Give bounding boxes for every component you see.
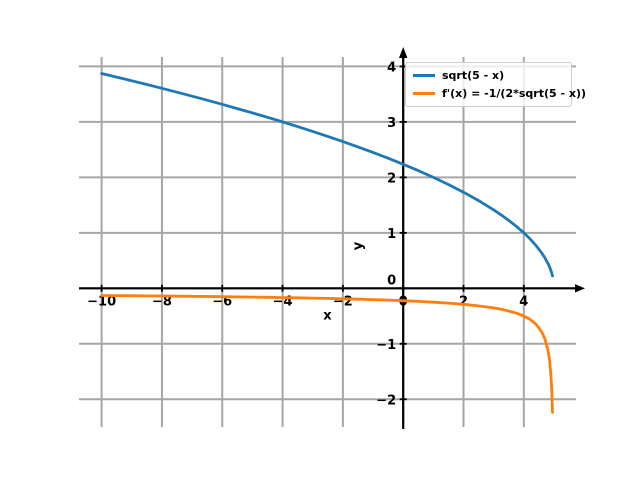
y-tick-label: 0 — [387, 273, 396, 288]
y-tick-label: 3 — [387, 116, 396, 131]
y-tick-label: −1 — [376, 338, 396, 353]
y-axis-arrow — [398, 47, 408, 58]
legend-line-sample-derivative — [413, 92, 435, 95]
x-axis-arrow — [575, 284, 585, 293]
legend-line-sample-function — [413, 74, 435, 77]
x-axis-label: x — [323, 308, 332, 323]
x-tick-label: −8 — [152, 294, 172, 309]
y-axis-label: y — [351, 241, 366, 250]
y-tick-label: −2 — [376, 393, 396, 408]
legend: sqrt(5 - x) f'(x) = -1/(2*sqrt(5 - x)) — [405, 62, 586, 107]
y-tick-label: 4 — [387, 60, 396, 75]
legend-item-derivative: f'(x) = -1/(2*sqrt(5 - x)) — [413, 86, 586, 101]
x-tick-label: 2 — [459, 294, 468, 309]
legend-label-derivative: f'(x) = -1/(2*sqrt(5 - x)) — [442, 87, 587, 100]
series-curve-1 — [100, 294, 554, 414]
series-curve-0 — [100, 72, 554, 278]
legend-item-function: sqrt(5 - x) — [413, 68, 564, 83]
x-tick-label: −2 — [333, 294, 353, 309]
y-tick-label: 1 — [387, 227, 396, 242]
x-tick-label: −10 — [87, 294, 116, 309]
x-tick-label: 4 — [519, 294, 528, 309]
legend-label-function: sqrt(5 - x) — [442, 69, 505, 82]
y-tick-label: 2 — [387, 171, 396, 186]
